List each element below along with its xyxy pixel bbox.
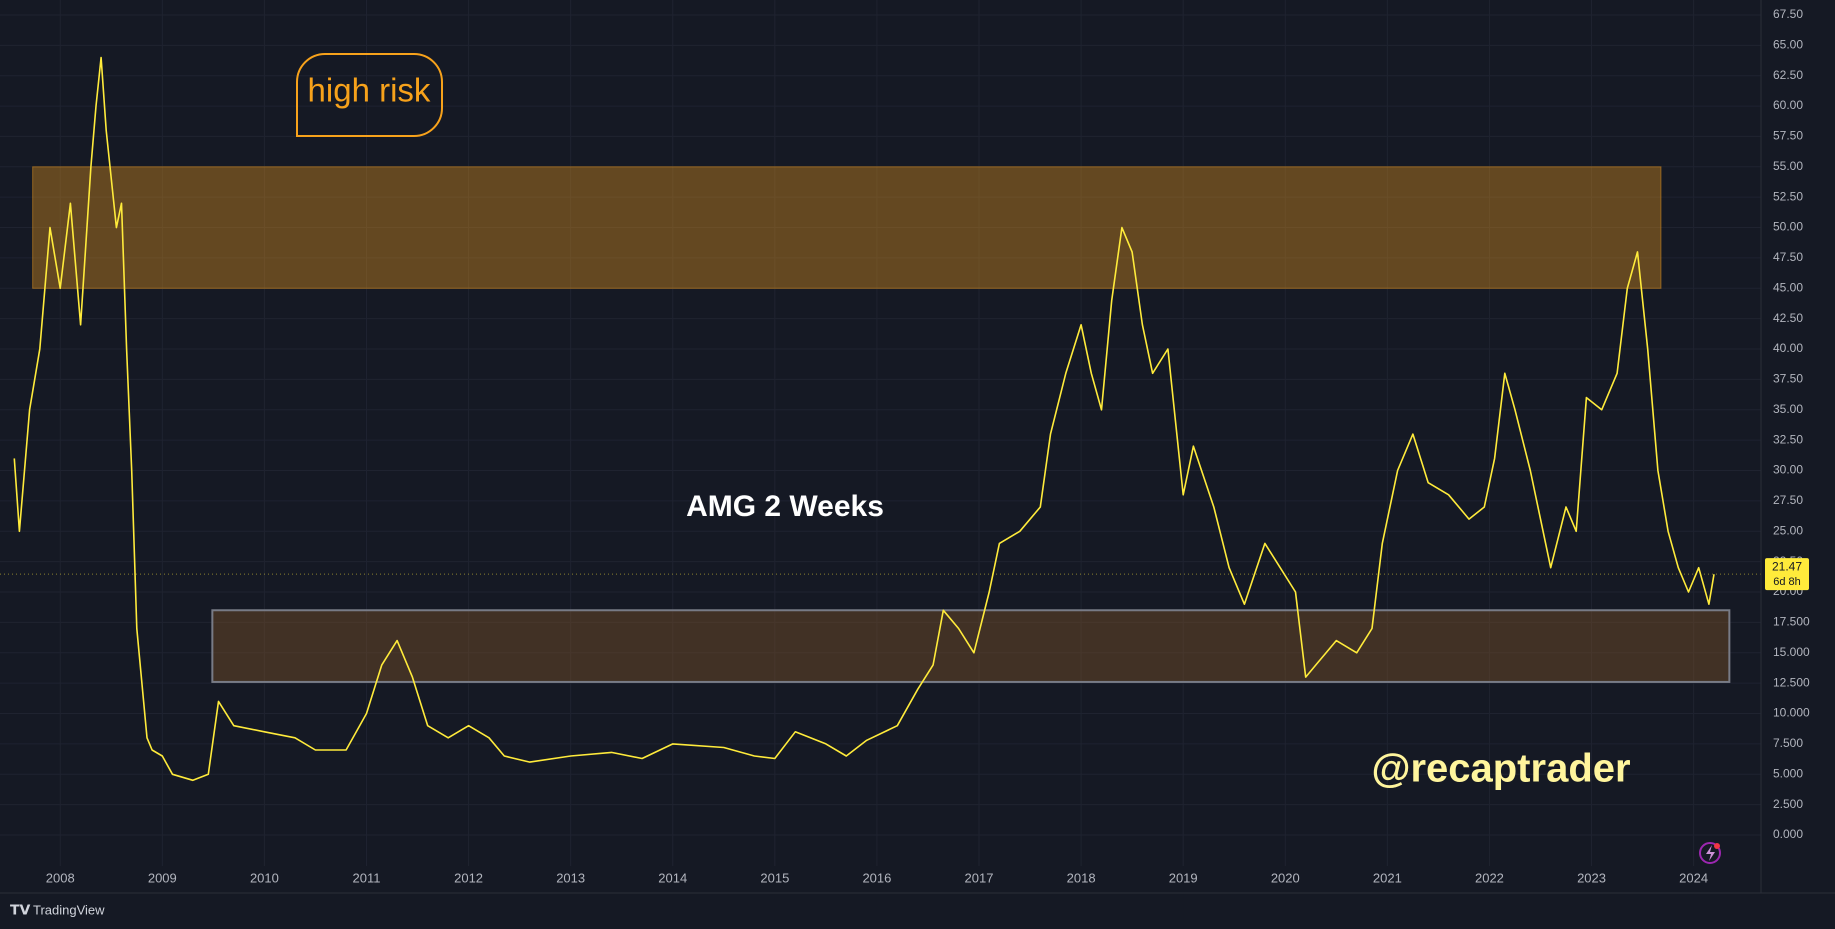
y-tick-label: 2.500 [1773, 797, 1803, 811]
x-tick-label: 2008 [46, 870, 75, 885]
alert-dot [1714, 843, 1720, 849]
y-tick-label: 12.500 [1773, 675, 1810, 689]
y-tick-label: 55.00 [1773, 159, 1803, 173]
plot [0, 56, 1761, 782]
y-tick-label: 47.50 [1773, 250, 1803, 264]
y-tick-label: 37.50 [1773, 372, 1803, 386]
y-tick-label: 32.50 [1773, 432, 1803, 446]
zone [32, 166, 1662, 289]
x-tick-label: 2009 [148, 870, 177, 885]
y-tick-label: 35.00 [1773, 402, 1803, 416]
x-tick-label: 2022 [1475, 870, 1504, 885]
chart-title: AMG 2 Weeks [686, 490, 884, 523]
y-tick-label: 5.000 [1773, 766, 1803, 780]
y-tick-label: 50.00 [1773, 220, 1803, 234]
annotation-text: high risk [308, 72, 431, 109]
y-tick-label: 27.50 [1773, 493, 1803, 507]
x-tick-label: 2024 [1679, 870, 1708, 885]
alert-icon-bolt [1706, 845, 1715, 861]
x-tick-label: 2013 [556, 870, 585, 885]
alert-icon[interactable] [1699, 842, 1721, 864]
y-tick-label: 30.00 [1773, 463, 1803, 477]
zone [211, 609, 1731, 683]
watermark-text: @recaptrader [1371, 747, 1630, 791]
price-line [13, 56, 1715, 782]
logo-mark: 𝗧𝗩 [10, 902, 31, 918]
x-tick-label: 2017 [965, 870, 994, 885]
y-tick-label: 57.50 [1773, 129, 1803, 143]
x-tick-label: 2018 [1067, 870, 1096, 885]
last-price-box [1765, 558, 1809, 591]
axes: 0.000 2.500 5.000 7.500 10.000 12.500 15.000 17… [46, 7, 1810, 885]
x-tick-label: 2021 [1373, 870, 1402, 885]
x-tick-label: 2016 [862, 870, 891, 885]
y-tick-label: 25.00 [1773, 523, 1803, 537]
x-tick-label: 2010 [250, 870, 279, 885]
y-tick-label: 62.50 [1773, 68, 1803, 82]
y-tick-label: 52.50 [1773, 189, 1803, 203]
y-tick-label: 60.00 [1773, 98, 1803, 112]
x-tick-label: 2015 [760, 870, 789, 885]
y-tick-label: 40.00 [1773, 341, 1803, 355]
countdown-label: 6d 8h [1773, 576, 1801, 588]
annotation-bubble [296, 53, 443, 137]
footer-brand[interactable]: TradingView [33, 902, 105, 917]
x-tick-label: 2014 [658, 870, 687, 885]
y-tick-label: 7.500 [1773, 736, 1803, 750]
y-tick-label: 42.50 [1773, 311, 1803, 325]
last-price-label: 21.47 [1772, 559, 1802, 573]
x-tick-label: 2011 [353, 870, 381, 885]
x-tick-label: 2019 [1169, 870, 1198, 885]
y-tick-label: 10.000 [1773, 706, 1810, 720]
y-tick-label: 17.500 [1773, 615, 1810, 629]
y-tick-label: 67.50 [1773, 7, 1803, 21]
grid [0, 0, 1761, 866]
x-tick-label: 2012 [454, 870, 483, 885]
y-tick-label: 15.000 [1773, 645, 1810, 659]
x-tick-label: 2023 [1577, 870, 1606, 885]
y-tick-label: 0.000 [1773, 827, 1803, 841]
y-tick-label: 65.00 [1773, 37, 1803, 51]
x-tick-label: 2020 [1271, 870, 1300, 885]
y-tick-label: 45.00 [1773, 280, 1803, 294]
zones [32, 166, 1731, 683]
